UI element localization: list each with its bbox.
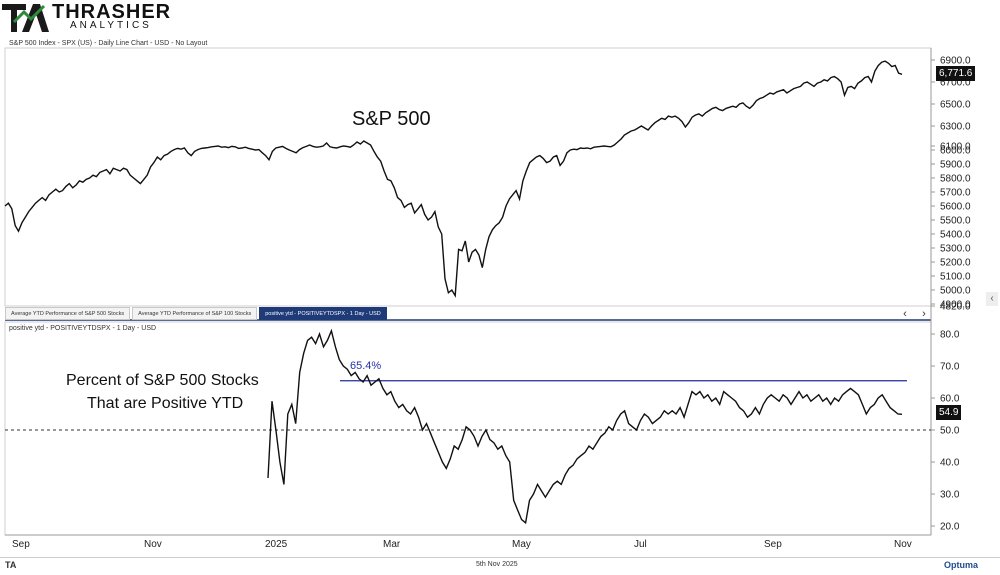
bottom-y-tick-label: 30.0 bbox=[940, 490, 960, 501]
top-y-tick-label: 5600.0 bbox=[940, 202, 971, 213]
panel-collapse-icon[interactable]: ‹ bbox=[986, 292, 998, 306]
top-panel-frame bbox=[4, 47, 932, 307]
x-tick-label: Nov bbox=[894, 539, 912, 550]
top-y-tick-label: 5100.0 bbox=[940, 272, 971, 283]
top-y-tick-label: 5900.0 bbox=[940, 160, 971, 171]
bottom-y-tick-label: 70.0 bbox=[940, 362, 960, 373]
bottom-y-tick-label: 40.0 bbox=[940, 458, 960, 469]
top-y-tick-label: 5700.0 bbox=[940, 188, 971, 199]
logo-sub-text: ANALYTICS bbox=[70, 20, 152, 31]
level-line-label: 65.4% bbox=[350, 360, 382, 372]
bottom-y-tick-label: 50.0 bbox=[940, 426, 960, 437]
footer-date: 5th Nov 2025 bbox=[476, 561, 518, 568]
top-y-tick-label: 5400.0 bbox=[940, 230, 971, 241]
bottom-y-ticks: 20.0 30.0 40.0 50.0 60.0 70.0 80.0 bbox=[931, 330, 960, 533]
ta-logo-mark-icon bbox=[2, 4, 49, 32]
top-y-tick-label: 5500.0 bbox=[940, 216, 971, 227]
chevron-right-icon[interactable]: › bbox=[922, 308, 926, 320]
bottom-y-tick-label: 20.0 bbox=[940, 522, 960, 533]
footer-bar: TA 5th Nov 2025 Optuma bbox=[0, 557, 1000, 575]
top-panel-title: S&P 500 Index - SPX (US) - Daily Line Ch… bbox=[9, 40, 208, 47]
spx-series-line bbox=[4, 60, 903, 298]
optuma-logo: Optuma bbox=[944, 560, 979, 570]
breadth-last-value-tag: 54.9 bbox=[936, 405, 962, 420]
top-y-tick-label: 6500.0 bbox=[940, 100, 971, 111]
x-tick-label: Sep bbox=[764, 539, 782, 550]
top-y-tick-label: 6900.0 bbox=[940, 56, 971, 67]
spx-last-value-tag: 6,771.6 bbox=[936, 66, 976, 81]
breadth-series-line bbox=[267, 328, 903, 525]
top-y-tick-label: 5300.0 bbox=[940, 244, 971, 255]
footer-ta-logo: TA bbox=[5, 560, 17, 570]
top-y-tick-label: 5000.0 bbox=[940, 286, 971, 297]
tab-avg-ytd-sp500[interactable]: Average YTD Performance of S&P 500 Stock… bbox=[5, 307, 131, 320]
logo-brand-text: THRASHER bbox=[52, 1, 172, 23]
x-tick-label: Jul bbox=[634, 539, 647, 550]
tab-avg-ytd-sp100[interactable]: Average YTD Performance of S&P 100 Stock… bbox=[132, 307, 258, 320]
x-tick-label: Mar bbox=[383, 539, 401, 550]
bottom-panel-title: positive ytd - POSITIVEYTDSPX - 1 Day - … bbox=[9, 325, 157, 332]
breadth-annotation-line1: Percent of S&P 500 Stocks bbox=[66, 372, 259, 389]
bottom-y-tick-label: 80.0 bbox=[940, 330, 960, 341]
top-y-tick-label: 5800.0 bbox=[940, 174, 971, 185]
x-tick-label: Nov bbox=[144, 539, 162, 550]
top-y-tick-label: 6700.0 bbox=[940, 78, 971, 89]
x-tick-label: Sep bbox=[12, 539, 30, 550]
top-y-tick-label: 6300.0 bbox=[940, 122, 971, 133]
top-y-tick-label: 6000.0 bbox=[940, 146, 971, 157]
indicator-tabs: Average YTD Performance of S&P 500 Stock… bbox=[5, 307, 389, 320]
breadth-annotation-line2: That are Positive YTD bbox=[87, 395, 244, 412]
thrasher-logo: THRASHER ANALYTICS bbox=[0, 0, 200, 34]
chevron-left-icon[interactable]: ‹ bbox=[903, 308, 907, 320]
bottom-y-tick-label: 60.0 bbox=[940, 394, 960, 405]
x-tick-label: May bbox=[512, 539, 531, 550]
top-y-tick-label: 4900.0 bbox=[940, 300, 971, 311]
top-y-tick-label: 6100.0 bbox=[940, 142, 971, 153]
top-y-tick-label: 4820.0 bbox=[940, 302, 971, 313]
spx-annotation: S&P 500 bbox=[352, 108, 431, 130]
top-y-tick-label: 5200.0 bbox=[940, 258, 971, 269]
tab-positive-ytd[interactable]: positive ytd - POSITIVEYTDSPX - 1 Day - … bbox=[259, 307, 387, 320]
x-tick-label: 2025 bbox=[265, 539, 288, 550]
